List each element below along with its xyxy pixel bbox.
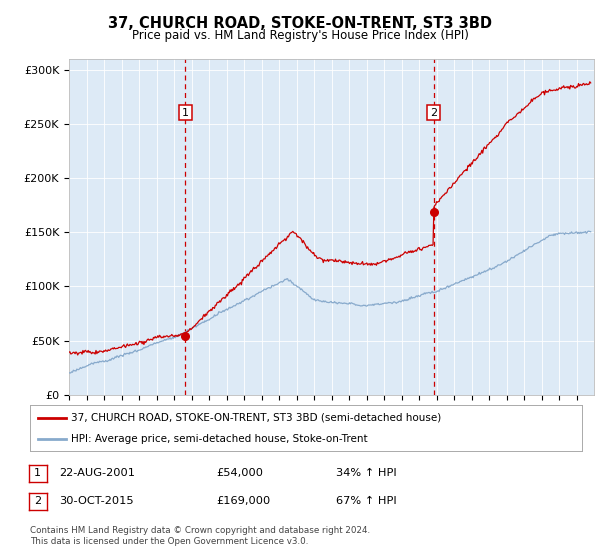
Text: Contains HM Land Registry data © Crown copyright and database right 2024.
This d: Contains HM Land Registry data © Crown c…: [30, 526, 370, 546]
Text: 1: 1: [34, 468, 41, 478]
Text: 34% ↑ HPI: 34% ↑ HPI: [336, 468, 397, 478]
Text: 37, CHURCH ROAD, STOKE-ON-TRENT, ST3 3BD (semi-detached house): 37, CHURCH ROAD, STOKE-ON-TRENT, ST3 3BD…: [71, 413, 442, 423]
Text: 1: 1: [182, 108, 189, 118]
Text: 2: 2: [34, 496, 41, 506]
Text: 30-OCT-2015: 30-OCT-2015: [59, 496, 133, 506]
Text: 37, CHURCH ROAD, STOKE-ON-TRENT, ST3 3BD: 37, CHURCH ROAD, STOKE-ON-TRENT, ST3 3BD: [108, 16, 492, 31]
Text: 2: 2: [430, 108, 437, 118]
Text: Price paid vs. HM Land Registry's House Price Index (HPI): Price paid vs. HM Land Registry's House …: [131, 29, 469, 42]
Text: £54,000: £54,000: [216, 468, 263, 478]
Text: 67% ↑ HPI: 67% ↑ HPI: [336, 496, 397, 506]
Text: 22-AUG-2001: 22-AUG-2001: [59, 468, 135, 478]
Text: HPI: Average price, semi-detached house, Stoke-on-Trent: HPI: Average price, semi-detached house,…: [71, 435, 368, 444]
Text: £169,000: £169,000: [216, 496, 270, 506]
